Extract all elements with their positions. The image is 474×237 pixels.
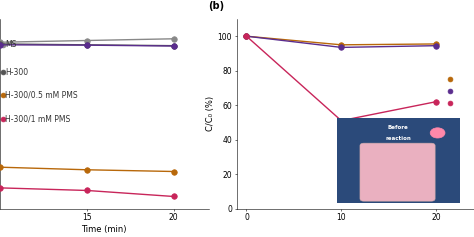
Text: H-300: H-300	[5, 68, 28, 77]
X-axis label: Time (min): Time (min)	[82, 225, 127, 234]
Text: MS: MS	[5, 40, 17, 49]
Text: H-300/1 mM PMS: H-300/1 mM PMS	[5, 114, 71, 123]
Text: H-300/0.5 mM PMS: H-300/0.5 mM PMS	[5, 90, 78, 99]
Text: (b): (b)	[209, 1, 225, 11]
Y-axis label: C/C₀ (%): C/C₀ (%)	[206, 96, 215, 131]
